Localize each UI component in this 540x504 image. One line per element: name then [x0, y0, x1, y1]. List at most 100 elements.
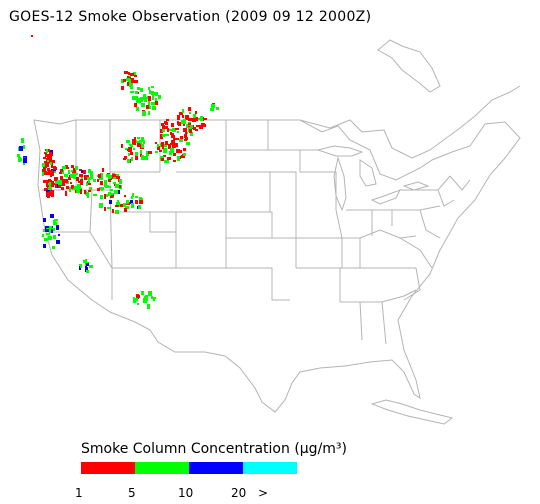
smoke-pixel-335 — [186, 124, 189, 128]
smoke-pixel-96 — [75, 166, 78, 170]
smoke-pixel-38 — [48, 180, 52, 182]
smoke-pixel-128 — [73, 188, 77, 190]
smoke-pixel-202 — [135, 91, 138, 94]
smoke-pixel-29 — [42, 163, 45, 167]
color-bin-5-10 — [135, 462, 189, 474]
smoke-pixel-210 — [155, 98, 157, 101]
smoke-pixel-287 — [171, 133, 174, 138]
smoke-pixel-503 — [17, 154, 20, 157]
smoke-pixel-227 — [140, 97, 143, 102]
smoke-pixel-280 — [172, 128, 176, 132]
smoke-pixel-79 — [86, 182, 88, 186]
smoke-pixel-282 — [184, 139, 187, 141]
smoke-pixel-430 — [124, 195, 126, 197]
smoke-pixel-365 — [134, 137, 136, 139]
smoke-pixel-228 — [149, 90, 151, 94]
smoke-pixel-52 — [48, 158, 50, 160]
smoke-pixel-336 — [182, 109, 184, 113]
smoke-pixel-244 — [133, 72, 136, 75]
smoke-pixel-224 — [148, 96, 151, 101]
smoke-pixel-102 — [55, 184, 57, 188]
smoke-pixel-62 — [50, 173, 54, 176]
smoke-pixel-212 — [143, 94, 146, 99]
smoke-pixel-290 — [165, 122, 168, 125]
smoke-pixel-100 — [68, 177, 71, 180]
tick-label-5: 5 — [128, 486, 136, 500]
smoke-pixel-149 — [100, 181, 103, 185]
smoke-pixel-490 — [134, 298, 138, 301]
smoke-pixel-258 — [172, 143, 176, 148]
smoke-pixel-312 — [162, 134, 165, 137]
smoke-pixel-213 — [148, 87, 150, 90]
smoke-pixel-314 — [175, 138, 177, 140]
smoke-pixel-461 — [53, 220, 56, 223]
smoke-pixel-448 — [46, 233, 50, 235]
smoke-pixel-447 — [43, 229, 46, 232]
smoke-pixel-171 — [115, 184, 119, 188]
smoke-pixel-214 — [146, 105, 149, 109]
smoke-pixel-175 — [101, 187, 104, 190]
smoke-pixel-310 — [183, 153, 186, 156]
smoke-pixels — [17, 35, 219, 309]
smoke-pixel-274 — [169, 129, 173, 131]
smoke-pixel-11 — [45, 180, 49, 183]
smoke-pixel-118 — [58, 180, 62, 185]
smoke-pixel-93 — [55, 180, 58, 184]
smoke-pixel-443 — [52, 228, 55, 231]
smoke-pixel-439 — [132, 193, 134, 197]
smoke-pixel-131 — [80, 189, 82, 194]
smoke-pixel-402 — [144, 156, 148, 160]
smoke-pixel-177 — [108, 186, 111, 188]
smoke-pixel-185 — [79, 174, 83, 177]
smoke-pixel-199 — [141, 103, 145, 107]
smoke-pixel-431 — [126, 200, 129, 204]
smoke-pixel-152 — [78, 181, 81, 183]
smoke-pixel-84 — [71, 165, 74, 168]
smoke-pixel-109 — [64, 174, 68, 177]
smoke-pixel-263 — [176, 138, 179, 140]
smoke-pixel-122 — [65, 165, 68, 168]
smoke-pixel-380 — [128, 153, 130, 156]
smoke-pixel-34 — [51, 163, 53, 168]
lake-michigan — [333, 156, 347, 212]
smoke-pixel-396 — [142, 138, 144, 142]
smoke-pixel-298 — [171, 140, 175, 143]
smoke-pixel-419 — [135, 196, 138, 198]
smoke-pixel-464 — [48, 236, 52, 240]
smoke-pixel-320 — [162, 129, 165, 132]
smoke-pixel-302 — [173, 160, 176, 162]
smoke-pixel-283 — [175, 128, 179, 130]
smoke-pixel-3 — [48, 182, 52, 187]
smoke-pixel-151 — [110, 189, 113, 191]
smoke-pixel-456 — [42, 234, 44, 237]
smoke-pixel-157 — [104, 184, 107, 187]
smoke-pixel-349 — [192, 118, 196, 122]
smoke-pixel-226 — [151, 102, 155, 105]
smoke-pixel-53 — [46, 185, 49, 187]
smoke-pixel-332 — [189, 112, 191, 114]
smoke-pixel-450 — [50, 214, 54, 218]
smoke-pixel-221 — [137, 87, 140, 90]
smoke-pixel-190 — [148, 111, 150, 115]
smoke-pixel-367 — [135, 155, 138, 160]
smoke-pixel-95 — [69, 187, 71, 192]
lake-erie — [370, 189, 402, 205]
smoke-pixel-116 — [55, 178, 57, 181]
smoke-pixel-272 — [163, 144, 167, 147]
smoke-pixel-174 — [87, 175, 89, 177]
smoke-pixel-328 — [188, 118, 192, 121]
smoke-pixel-412 — [108, 192, 111, 196]
smoke-pixel-191 — [140, 88, 143, 92]
smoke-pixel-229 — [158, 95, 161, 99]
smoke-pixel-368 — [126, 140, 130, 143]
smoke-pixel-233 — [121, 86, 124, 90]
smoke-pixel-235 — [131, 78, 134, 81]
smoke-pixel-239 — [134, 80, 138, 83]
smoke-pixel-40 — [45, 163, 48, 166]
smoke-pixel-299 — [183, 148, 186, 151]
smoke-pixel-437 — [111, 195, 114, 197]
smoke-pixel-512 — [211, 104, 215, 108]
smoke-pixel-278 — [171, 123, 174, 127]
smoke-pixel-143 — [97, 179, 99, 182]
smoke-pixel-429 — [116, 202, 120, 207]
